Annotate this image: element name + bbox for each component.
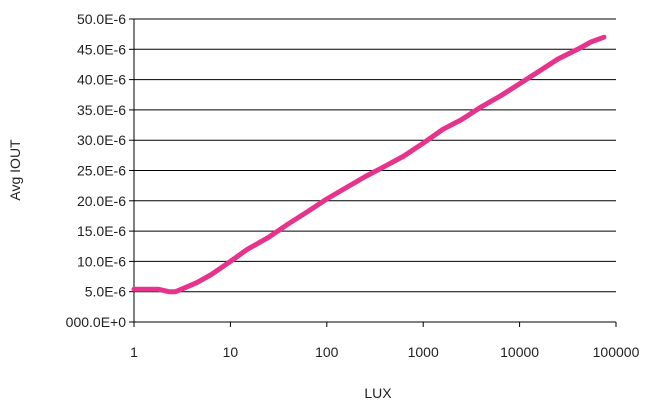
y-tick-label: 10.0E-6 [77,253,126,269]
series-group [131,34,607,295]
x-tick-label: 1000 [408,344,439,360]
series-line [131,34,607,295]
y-axis-ticks: 000.0E+0 5.0E-6 10.0E-6 15.0E-6 20.0E-6 25.0E… [66,11,134,330]
y-tick-label: 35.0E-6 [77,102,126,118]
x-tick-label: 1 [130,344,138,360]
y-tick-label: 30.0E-6 [77,132,126,148]
y-tick-label: 50.0E-6 [77,11,126,27]
x-axis-ticks: 1 10 100 1000 10000 100000 [130,322,640,360]
x-axis-title: LUX [364,385,392,401]
y-tick-label: 25.0E-6 [77,163,126,179]
y-axis-title: Avg IOUT [7,139,23,201]
y-tick-label: 15.0E-6 [77,223,126,239]
y-tick-label: 45.0E-6 [77,41,126,57]
y-tick-label: 000.0E+0 [66,314,127,330]
y-tick-label: 40.0E-6 [77,72,126,88]
x-tick-label: 100 [315,344,339,360]
y-tick-label: 5.0E-6 [85,284,126,300]
gridlines [134,18,616,293]
y-tick-label: 20.0E-6 [77,193,126,209]
x-tick-label: 100000 [593,344,640,360]
x-tick-label: 10 [223,344,239,360]
x-tick-label: 10000 [500,344,539,360]
